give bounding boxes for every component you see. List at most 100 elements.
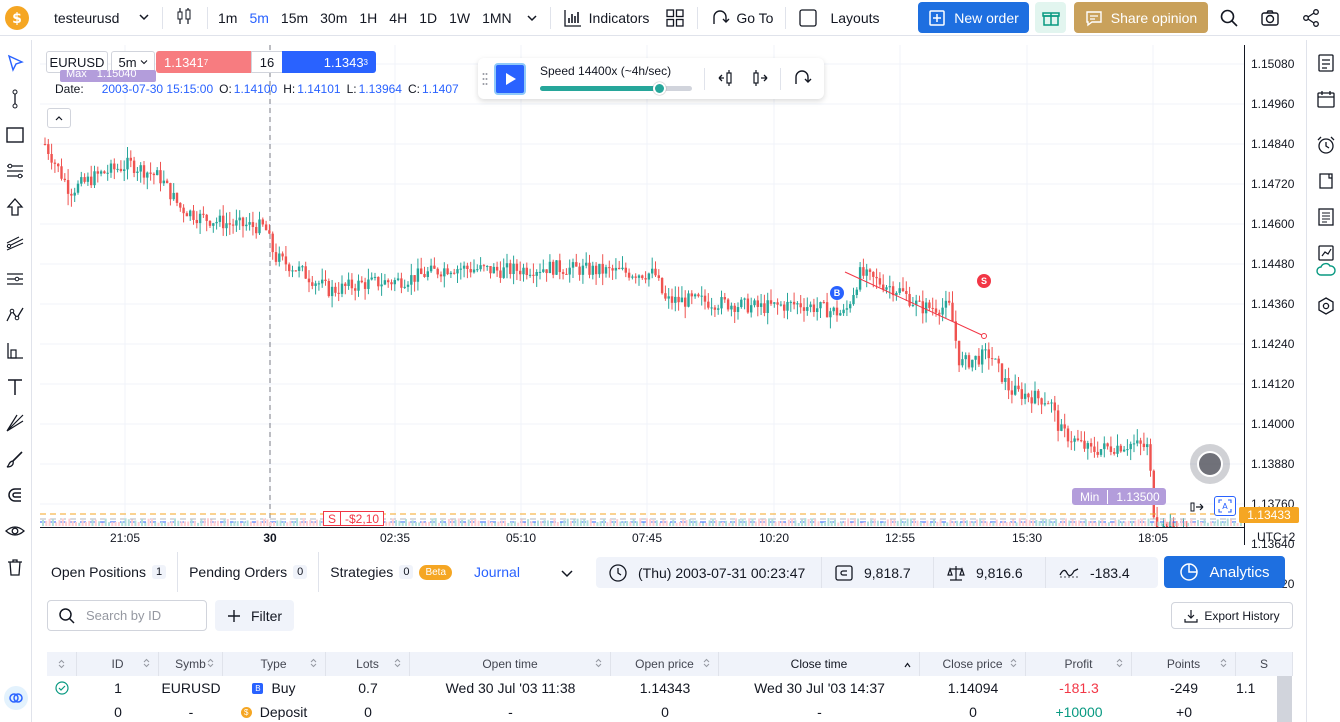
tab-pending-orders[interactable]: Pending Orders 0 <box>177 552 318 592</box>
buy-trade-marker[interactable]: B <box>830 286 844 300</box>
column-header-profit[interactable]: Profit <box>1026 652 1132 676</box>
lines-icon[interactable] <box>4 268 26 290</box>
column-header-open-price[interactable]: Open price <box>611 652 719 676</box>
alarm-icon[interactable] <box>1315 134 1337 156</box>
auto-scale-button[interactable]: A <box>1214 496 1236 516</box>
speed-slider-knob[interactable] <box>652 82 666 95</box>
column-header-close-time[interactable]: Close time <box>719 652 920 676</box>
data-window-icon[interactable] <box>1315 206 1337 228</box>
column-header-close-price[interactable]: Close price <box>920 652 1026 676</box>
watchlist-icon[interactable] <box>1315 52 1337 74</box>
collapse-legend-button[interactable] <box>47 108 71 128</box>
chart-type-button[interactable] <box>167 0 203 36</box>
position-pl-tag[interactable]: S -$2,10 <box>323 511 385 526</box>
jump-to-button[interactable] <box>792 68 812 91</box>
scroll-right-icon[interactable] <box>1188 499 1206 518</box>
symbol-selector[interactable]: testeurusd <box>46 0 158 36</box>
sell-trade-marker[interactable]: S <box>977 274 991 288</box>
time-tick-label: 12:55 <box>884 531 916 545</box>
magnet-icon[interactable] <box>4 484 26 506</box>
timeframe-1H[interactable]: 1H <box>359 9 378 26</box>
step-forward-button[interactable] <box>750 68 770 91</box>
share-opinion-button[interactable]: Share opinion <box>1074 2 1208 33</box>
column-header-symb[interactable]: Symb <box>159 652 223 676</box>
templates-button[interactable] <box>657 0 693 36</box>
tabs-more-button[interactable] <box>556 562 578 587</box>
trash-icon[interactable] <box>4 556 26 578</box>
timezone-label[interactable]: UTC+2 <box>1257 530 1296 544</box>
drag-handle-icon[interactable] <box>482 72 488 89</box>
analytics-button[interactable]: Analytics <box>1164 556 1285 588</box>
export-history-button[interactable]: Export History <box>1171 602 1293 629</box>
table-scrollbar[interactable] <box>1277 676 1292 722</box>
link-icon[interactable] <box>4 686 28 710</box>
calendar-icon[interactable] <box>1315 88 1337 110</box>
pitchfork-icon[interactable] <box>4 232 26 254</box>
timeframe-more-button[interactable] <box>518 0 546 36</box>
buy-button[interactable]: 1.1343 3 <box>282 51 376 73</box>
sell-button[interactable]: 1.1341 7 <box>156 51 252 73</box>
table-row[interactable]: 1 EURUSD B Buy 0.7 Wed 30 Jul '03 11:38 1.1434… <box>47 676 1293 700</box>
timeframe-1m[interactable]: 1m <box>218 9 238 26</box>
column-header-id[interactable]: ID <box>77 652 159 676</box>
fib-icon[interactable] <box>4 160 26 182</box>
replay-datetime[interactable]: (Thu) 2003-07-31 00:23:47 <box>596 557 822 588</box>
arrow-up-icon[interactable] <box>4 196 26 218</box>
column-header-points[interactable]: Points <box>1132 652 1236 676</box>
goto-button[interactable]: Go To <box>702 0 781 36</box>
brush-icon[interactable] <box>4 448 26 470</box>
timeframe-30m[interactable]: 30m <box>320 9 348 26</box>
timeframe-5m[interactable]: 5m <box>249 9 269 26</box>
tab-open-positions[interactable]: Open Positions 1 <box>40 552 177 592</box>
gann-icon[interactable] <box>4 412 26 434</box>
candle-body <box>1113 451 1116 454</box>
layouts-button[interactable]: Layouts <box>790 0 887 36</box>
chart-symbol[interactable]: EURUSD <box>46 51 108 73</box>
time-axis[interactable]: 21:05 30 02:35 05:10 07:45 10:20 12:55 15:30 18:… <box>40 527 1244 545</box>
play-button[interactable] <box>494 63 526 95</box>
sort-column[interactable] <box>47 652 77 676</box>
tab-journal[interactable]: Journal <box>463 552 531 592</box>
new-order-button[interactable]: New order <box>918 2 1029 33</box>
pattern-icon[interactable] <box>4 304 26 326</box>
tab-strategies[interactable]: Strategies 0 Beta <box>318 552 463 592</box>
candle-body <box>852 294 855 305</box>
volume-bar <box>999 522 1001 526</box>
measure-icon[interactable] <box>4 340 26 362</box>
timeframe-1MN[interactable]: 1MN <box>482 9 512 26</box>
chart-interval-selector[interactable]: 5m <box>111 51 155 73</box>
cursor-icon[interactable] <box>4 52 26 74</box>
filter-button[interactable]: Filter <box>215 600 294 631</box>
camera-icon[interactable] <box>1258 6 1282 30</box>
timeframe-15m[interactable]: 15m <box>280 9 309 26</box>
indicators-button[interactable]: Indicators <box>555 0 658 36</box>
column-header-s[interactable]: S <box>1236 652 1293 676</box>
speed-slider[interactable] <box>540 82 692 95</box>
column-header-type[interactable]: Type <box>222 652 326 676</box>
timeframe-1D[interactable]: 1D <box>419 9 438 26</box>
step-back-button[interactable] <box>716 68 736 91</box>
account-icon[interactable] <box>1315 242 1337 264</box>
trend-line-icon[interactable] <box>4 88 26 110</box>
timeframe-1W[interactable]: 1W <box>449 9 471 26</box>
column-header-label: Open time <box>482 657 538 671</box>
search-icon[interactable] <box>1217 6 1241 30</box>
settings-hex-icon[interactable] <box>1315 295 1337 317</box>
price-chart[interactable] <box>0 0 1244 527</box>
quantity-input[interactable]: 16 <box>251 51 283 73</box>
price-axis[interactable]: 1.15080 1.14960 1.14840 1.14720 1.14600 1.144… <box>1244 45 1302 591</box>
search-input[interactable]: Search by ID <box>47 600 207 631</box>
rectangle-icon[interactable] <box>4 124 26 146</box>
gift-button[interactable] <box>1035 2 1066 33</box>
column-header-lots[interactable]: Lots <box>326 652 410 676</box>
notes-icon[interactable] <box>1315 170 1337 192</box>
app-logo-icon[interactable]: $ <box>2 3 32 33</box>
timeframe-4H[interactable]: 4H <box>389 9 408 26</box>
text-icon[interactable] <box>4 376 26 398</box>
eye-icon[interactable] <box>4 520 26 542</box>
cloud-icon[interactable] <box>1315 259 1337 281</box>
column-header-open-time[interactable]: Open time <box>410 652 611 676</box>
table-row[interactable]: 0 - $ Deposit 0 - 0 - 0 +10000 +0 <box>47 700 1293 722</box>
candle-body <box>1146 444 1149 448</box>
share-icon[interactable] <box>1299 6 1323 30</box>
